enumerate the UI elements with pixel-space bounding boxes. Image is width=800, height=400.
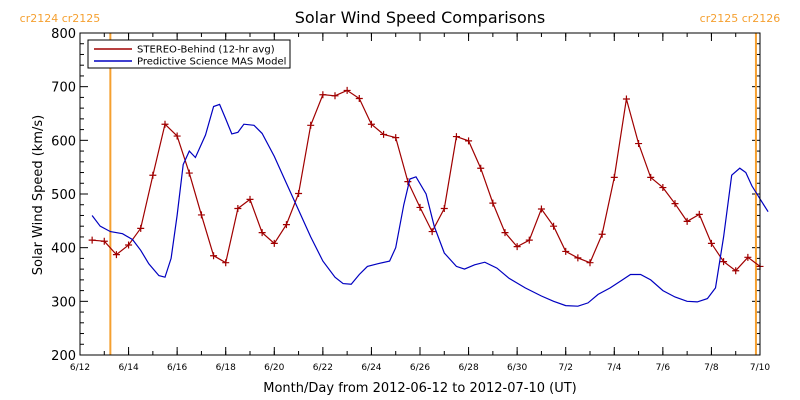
x-tick-label: 7/10 bbox=[750, 363, 770, 373]
data-point bbox=[282, 221, 290, 229]
x-tick-label: 6/16 bbox=[167, 363, 187, 373]
data-point bbox=[234, 204, 242, 212]
legend: STEREO-Behind (12-hr avg)Predictive Scie… bbox=[87, 39, 291, 69]
data-point bbox=[125, 241, 133, 249]
y-tick-label: 600 bbox=[51, 134, 76, 149]
plot-area: 200 300 400 500 600 700 800 6/12 6/14 6/16 6/18 6/2… bbox=[20, 12, 781, 373]
data-point bbox=[537, 205, 545, 213]
x-tick-label: 6/14 bbox=[118, 363, 138, 373]
data-point bbox=[598, 230, 606, 238]
data-point bbox=[610, 173, 618, 181]
data-point bbox=[416, 203, 424, 211]
data-point bbox=[222, 259, 230, 267]
data-point bbox=[137, 224, 145, 232]
data-point bbox=[343, 86, 351, 94]
data-point bbox=[295, 189, 303, 197]
series-line-0 bbox=[92, 89, 761, 272]
data-point bbox=[307, 121, 315, 129]
chart-title: Solar Wind Speed Comparisons bbox=[295, 8, 546, 27]
carrington-label: cr2124 cr2125 bbox=[20, 12, 101, 25]
data-point bbox=[671, 200, 679, 208]
series-line-1 bbox=[91, 103, 769, 307]
data-point bbox=[525, 236, 533, 244]
x-tick-label: 7/4 bbox=[607, 363, 622, 373]
data-point bbox=[161, 120, 169, 128]
data-point bbox=[392, 134, 400, 142]
data-point bbox=[173, 132, 181, 140]
x-tick-label: 6/18 bbox=[216, 363, 236, 373]
data-point bbox=[683, 217, 691, 225]
x-tick-label: 6/12 bbox=[70, 363, 90, 373]
x-tick-label: 6/26 bbox=[410, 363, 430, 373]
data-point bbox=[501, 229, 509, 237]
data-point bbox=[647, 173, 655, 181]
data-point bbox=[367, 120, 375, 128]
x-tick-label: 6/28 bbox=[458, 363, 478, 373]
data-point bbox=[452, 133, 460, 141]
data-point bbox=[695, 210, 703, 218]
data-point bbox=[112, 251, 120, 259]
data-point bbox=[562, 247, 570, 255]
data-point bbox=[477, 164, 485, 172]
y-tick-label: 400 bbox=[51, 242, 76, 257]
data-point bbox=[428, 228, 436, 236]
x-tick-label: 6/24 bbox=[361, 363, 381, 373]
data-point bbox=[270, 239, 278, 247]
data-point bbox=[197, 211, 205, 219]
legend-entry: STEREO-Behind (12-hr avg) bbox=[137, 45, 275, 56]
y-tick-label: 300 bbox=[51, 295, 76, 310]
data-point bbox=[465, 137, 473, 145]
data-point bbox=[440, 204, 448, 212]
data-point bbox=[635, 140, 643, 148]
data-point bbox=[246, 195, 254, 203]
data-point bbox=[210, 252, 218, 260]
data-point bbox=[100, 237, 108, 245]
data-point bbox=[88, 236, 96, 244]
data-point bbox=[720, 258, 728, 266]
data-point bbox=[574, 254, 582, 262]
x-tick-label: 6/22 bbox=[313, 363, 333, 373]
x-tick-label: 7/2 bbox=[558, 363, 572, 373]
data-point bbox=[744, 253, 752, 261]
x-tick-label: 7/8 bbox=[704, 363, 719, 373]
y-tick-label: 200 bbox=[51, 349, 76, 364]
legend-box bbox=[87, 39, 291, 69]
y-tick-label: 500 bbox=[51, 188, 76, 203]
data-point bbox=[319, 91, 327, 99]
data-point bbox=[707, 239, 715, 247]
legend-entry: Predictive Science MAS Model bbox=[137, 57, 286, 68]
data-point bbox=[185, 169, 193, 177]
x-tick-label: 6/30 bbox=[507, 363, 527, 373]
data-point bbox=[586, 259, 594, 267]
plot-frame bbox=[79, 32, 761, 356]
data-point bbox=[659, 184, 667, 192]
data-point bbox=[380, 130, 388, 138]
carrington-label: cr2125 cr2126 bbox=[700, 12, 781, 25]
y-tick-label: 700 bbox=[51, 81, 76, 96]
data-point bbox=[404, 178, 412, 186]
data-point bbox=[149, 171, 157, 179]
x-tick-label: 6/20 bbox=[264, 363, 284, 373]
data-point bbox=[732, 267, 740, 275]
x-axis-label: Month/Day from 2012-06-12 to 2012-07-10 … bbox=[263, 381, 576, 396]
data-point bbox=[331, 92, 339, 100]
data-point bbox=[550, 222, 558, 230]
data-point bbox=[489, 199, 497, 207]
data-point bbox=[258, 229, 266, 237]
y-tick-label: 800 bbox=[51, 27, 76, 42]
data-point bbox=[622, 95, 630, 103]
x-tick-label: 7/6 bbox=[656, 363, 671, 373]
data-point bbox=[513, 243, 521, 251]
data-point bbox=[355, 94, 363, 102]
y-axis-label: Solar Wind Speed (km/s) bbox=[31, 115, 46, 275]
